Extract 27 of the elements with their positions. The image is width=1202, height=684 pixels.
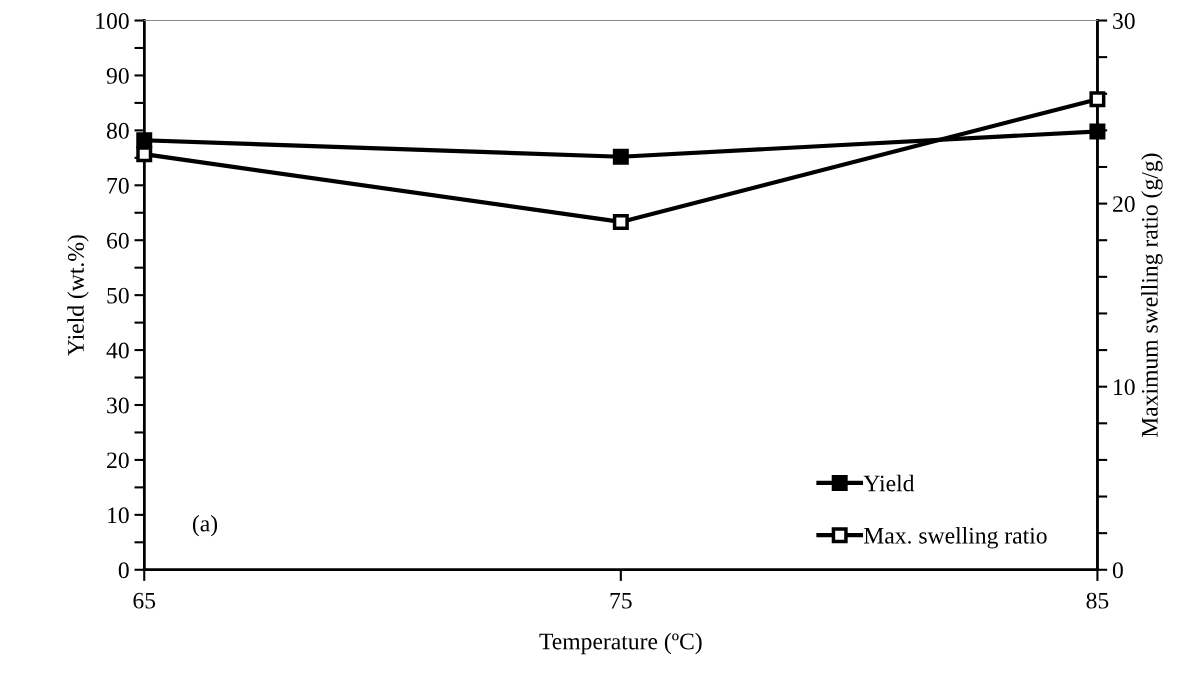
legend-label: Yield (863, 474, 915, 492)
y-tick-label: 30 (107, 397, 129, 414)
annotation: (a) (192, 514, 218, 537)
y2-axis-title: Maximum swelling ratio (g/g) (1141, 153, 1163, 438)
x-tick-label: 75 (610, 592, 632, 609)
y-tick-label: 20 (107, 452, 129, 469)
y2-tick-label: 20 (1113, 196, 1135, 213)
point (1089, 91, 1106, 108)
y2-tick-label: 10 (1114, 379, 1135, 396)
y-axis-title: Yield (wt.%) (67, 235, 89, 356)
y2-tick-label: 0 (1112, 562, 1123, 579)
x-axis-title: Temperature (ºC) (539, 632, 702, 655)
x-tick-label: 65 (133, 592, 156, 609)
y-tick-label: 10 (108, 507, 129, 524)
y-tick-label: 60 (107, 232, 129, 249)
y-tick-label: 80 (106, 122, 129, 139)
y-tick-label: 70 (107, 177, 129, 194)
legend-label: Max. swelling ratio (863, 527, 1047, 549)
y2-tick-label: 30 (1113, 13, 1135, 29)
y-tick-label: 40 (106, 342, 129, 359)
y-tick-label: 0 (118, 562, 129, 579)
point (612, 213, 629, 230)
y-tick-label: 50 (107, 287, 129, 304)
y-tick-label: 90 (106, 67, 129, 84)
point (136, 146, 153, 163)
y-tick-label: 100 (96, 13, 129, 29)
x-tick-label: 85 (1086, 592, 1109, 609)
